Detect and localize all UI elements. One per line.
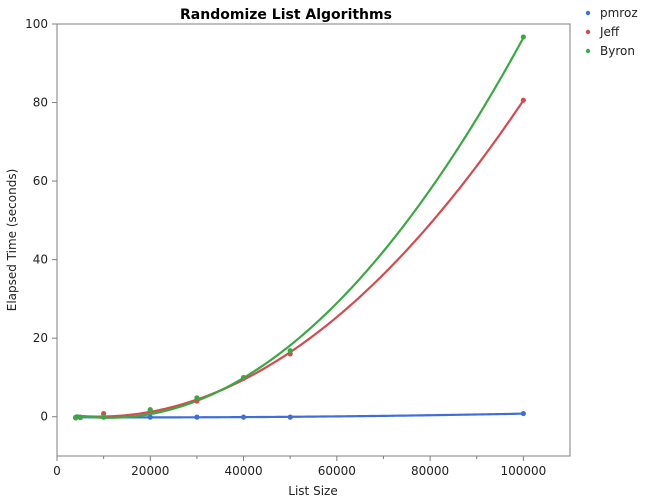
data-point-byron bbox=[287, 348, 293, 354]
data-point-byron bbox=[240, 374, 247, 381]
x-tick-label: 40000 bbox=[224, 464, 262, 478]
data-point-byron bbox=[147, 407, 153, 413]
legend-label-byron: Byron bbox=[600, 44, 635, 58]
x-tick-label: 100000 bbox=[500, 464, 546, 478]
y-tick-label: 100 bbox=[25, 17, 48, 31]
legend-label-jeff: Jeff bbox=[599, 25, 620, 39]
data-point-pmroz bbox=[520, 410, 526, 417]
y-tick-label: 0 bbox=[40, 410, 48, 424]
data-point-byron bbox=[101, 414, 107, 420]
plot-frame bbox=[56, 23, 571, 457]
fit-lines bbox=[75, 37, 525, 419]
x-axis-label: List Size bbox=[288, 484, 337, 498]
data-point-byron bbox=[73, 415, 79, 421]
chart-title: Randomize List Algorithms bbox=[180, 7, 392, 23]
x-tick-label: 60000 bbox=[318, 464, 356, 478]
y-axis: 0 20 40 60 80 100 bbox=[25, 17, 57, 424]
data-point-pmroz bbox=[194, 414, 200, 420]
data-point-pmroz bbox=[147, 414, 153, 420]
y-tick-label: 20 bbox=[33, 331, 48, 345]
legend: pmroz Jeff Byron bbox=[585, 6, 638, 58]
data-point-byron bbox=[194, 395, 200, 401]
data-point-byron bbox=[520, 34, 526, 40]
data-point-byron bbox=[77, 414, 83, 421]
x-axis: 0 20000 40000 60000 80000 100000 bbox=[53, 456, 546, 478]
legend-label-pmroz: pmroz bbox=[600, 6, 638, 20]
legend-marker-jeff bbox=[585, 29, 591, 35]
data-point-pmroz bbox=[240, 414, 247, 420]
y-tick-label: 40 bbox=[33, 253, 48, 267]
legend-marker-byron bbox=[585, 48, 591, 54]
legend-marker-pmroz bbox=[585, 10, 591, 16]
y-tick-label: 80 bbox=[33, 96, 48, 110]
y-tick-label: 60 bbox=[33, 174, 48, 188]
x-tick-label: 0 bbox=[53, 464, 61, 478]
data-point-jeff bbox=[520, 97, 526, 103]
data-points bbox=[73, 34, 526, 421]
x-tick-label: 80000 bbox=[411, 464, 449, 478]
y-axis-label: Elapsed Time (seconds) bbox=[5, 169, 19, 312]
fit-line-jeff bbox=[75, 99, 525, 418]
fit-line-byron bbox=[75, 37, 525, 419]
data-point-pmroz bbox=[287, 414, 293, 420]
x-tick-label: 20000 bbox=[131, 464, 169, 478]
